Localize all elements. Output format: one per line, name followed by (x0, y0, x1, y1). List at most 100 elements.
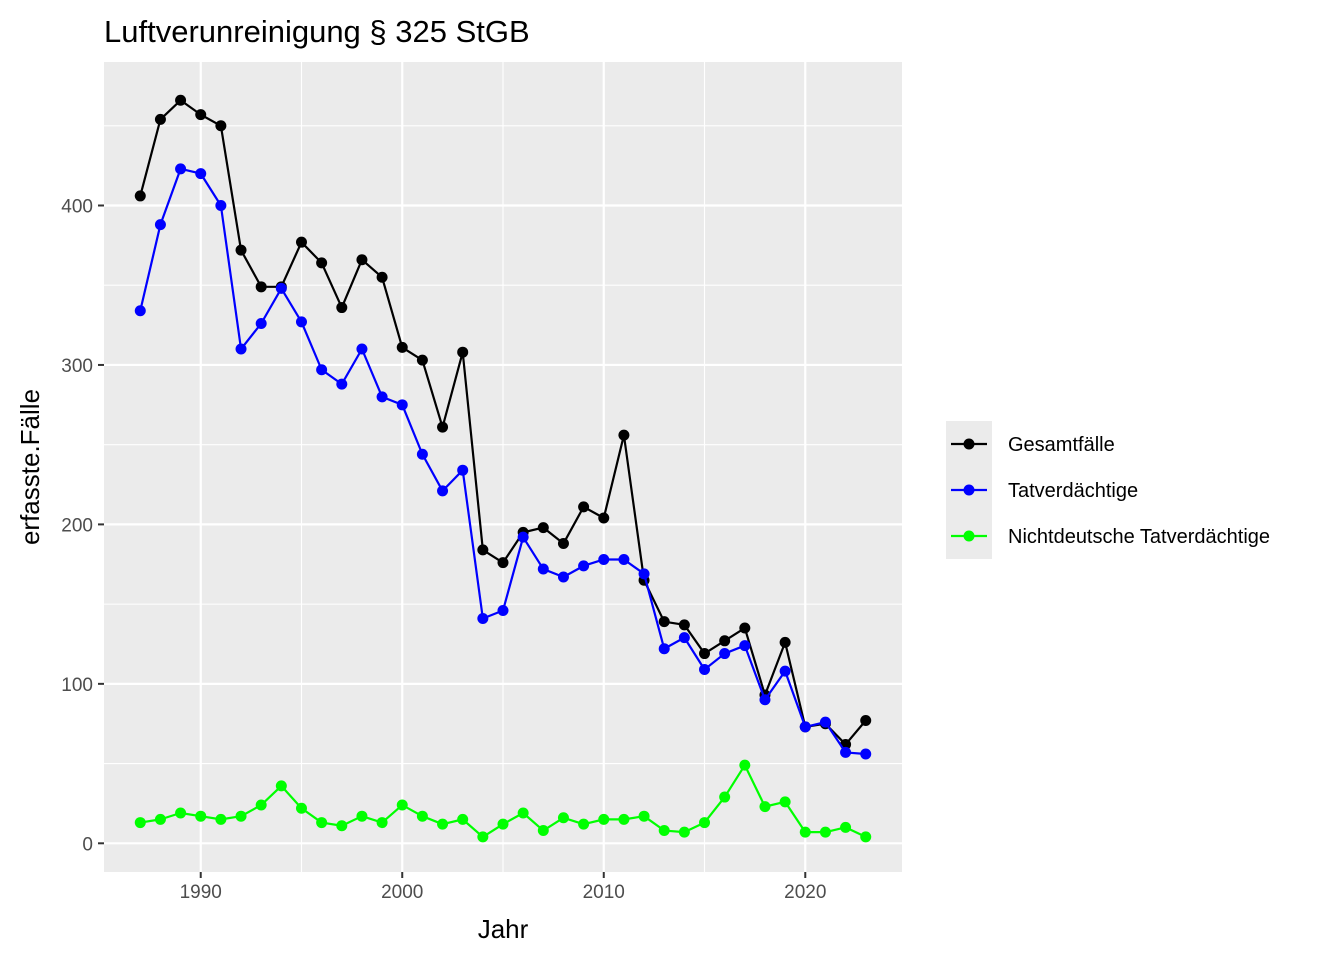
data-point (416, 354, 428, 366)
series-2 (134, 163, 872, 760)
data-point (295, 236, 307, 248)
data-point (457, 464, 469, 476)
data-point (759, 694, 771, 706)
data-point (779, 665, 791, 677)
y-tick-label: 100 (61, 675, 93, 696)
data-point (819, 716, 831, 728)
data-point (295, 802, 307, 814)
data-point (598, 553, 610, 565)
data-point (537, 825, 549, 837)
data-point (860, 715, 872, 727)
data-point (557, 812, 569, 824)
data-point (517, 531, 529, 543)
data-point (235, 244, 247, 256)
data-point (275, 282, 287, 294)
data-point (557, 538, 569, 550)
data-point (840, 821, 852, 833)
data-point (154, 113, 166, 125)
data-point (437, 421, 449, 433)
data-point (477, 612, 489, 624)
y-tick-label: 300 (61, 356, 93, 377)
y-tick-label: 0 (82, 834, 93, 855)
data-point (719, 791, 731, 803)
data-point (497, 605, 509, 617)
data-point (356, 810, 368, 822)
data-point (799, 826, 811, 838)
data-point (376, 271, 388, 283)
data-point (356, 343, 368, 355)
data-point (819, 826, 831, 838)
data-point (336, 820, 348, 832)
data-point (175, 163, 187, 175)
data-point (618, 429, 630, 441)
data-point (376, 391, 388, 403)
data-point (356, 254, 368, 266)
series-layer (134, 94, 872, 843)
data-point (134, 817, 146, 829)
data-point (497, 557, 509, 569)
y-axis: 0 100 200 300 400 (61, 197, 104, 855)
data-point (255, 281, 267, 293)
y-axis-title: erfasste.Fälle (15, 389, 45, 545)
data-point (557, 571, 569, 583)
data-point (537, 563, 549, 575)
data-point (699, 648, 711, 660)
data-point (396, 399, 408, 411)
data-point (739, 759, 751, 771)
data-point (477, 831, 489, 843)
x-tick-label: 1990 (180, 882, 222, 903)
data-point (316, 817, 328, 829)
data-point (860, 831, 872, 843)
data-point (779, 796, 791, 808)
data-point (396, 341, 408, 353)
legend-label: Tatverdächtige (1008, 480, 1138, 502)
data-point (255, 799, 267, 811)
y-tick-label: 400 (61, 197, 93, 218)
data-point (779, 636, 791, 648)
data-point (215, 813, 227, 825)
data-point (295, 316, 307, 328)
data-point (658, 643, 670, 655)
data-point (578, 818, 590, 830)
data-point (437, 485, 449, 497)
data-point (860, 748, 872, 760)
data-point (175, 94, 187, 106)
x-tick-label: 2010 (583, 882, 625, 903)
data-point (638, 810, 650, 822)
x-axis-title: Jahr (478, 914, 529, 944)
data-point (134, 190, 146, 202)
data-point (759, 801, 771, 813)
data-point (699, 817, 711, 829)
legend-label: Nichtdeutsche Tatverdächtige (1008, 526, 1270, 548)
data-point (416, 448, 428, 460)
y-tick-label: 200 (61, 515, 93, 536)
data-point (477, 544, 489, 556)
data-point (195, 168, 207, 180)
data-point (396, 799, 408, 811)
data-point (598, 512, 610, 524)
legend: Gesamtfälle Tatverdächtige Nichtdeutsche T… (946, 421, 1270, 559)
data-point (618, 553, 630, 565)
grid-minor (104, 62, 902, 872)
data-point (739, 622, 751, 634)
data-point (517, 807, 529, 819)
data-point (195, 810, 207, 822)
data-point (578, 501, 590, 513)
data-point (215, 120, 227, 132)
data-point (678, 632, 690, 644)
data-point (658, 825, 670, 837)
data-point (678, 619, 690, 631)
data-point (457, 346, 469, 358)
data-point (497, 818, 509, 830)
series-3 (134, 759, 872, 843)
data-point (678, 826, 690, 838)
data-point (316, 364, 328, 376)
data-point (638, 568, 650, 580)
data-point (235, 810, 247, 822)
data-point (739, 640, 751, 652)
data-point (437, 818, 449, 830)
x-tick-label: 2000 (381, 882, 423, 903)
data-point (719, 635, 731, 647)
data-point (699, 664, 711, 675)
